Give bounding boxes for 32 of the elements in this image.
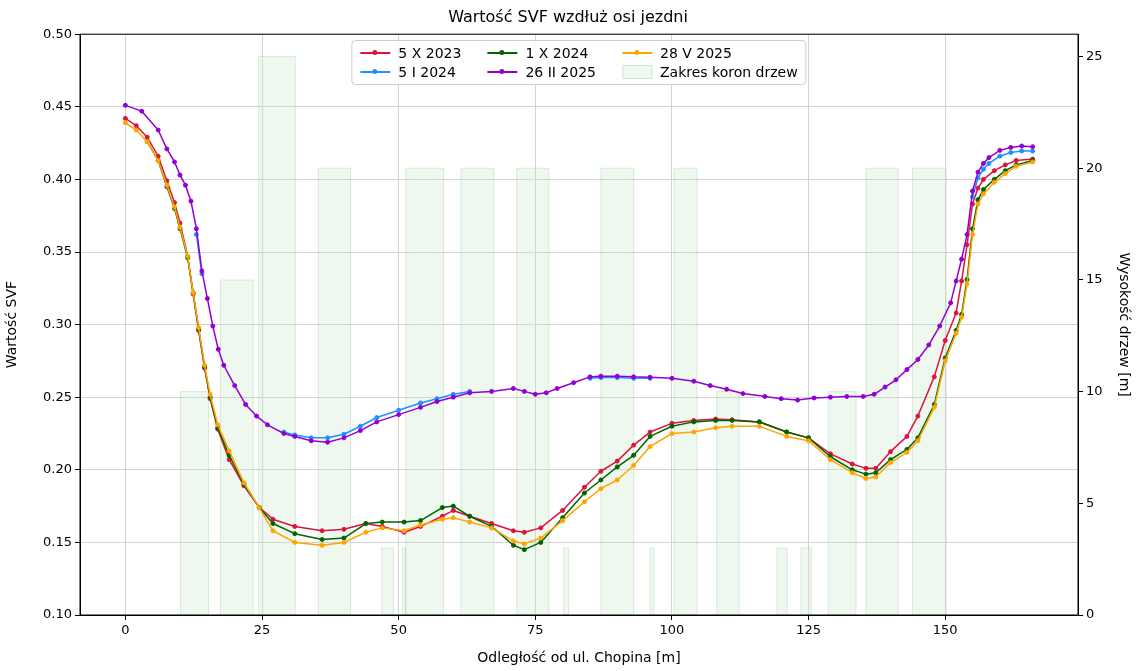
y2-tick-label: 5 <box>1086 494 1095 510</box>
x-tick-label: 0 <box>121 622 130 638</box>
y-tick-label: 0.50 <box>43 25 72 41</box>
y-tick-label: 0.45 <box>43 98 72 114</box>
y2-tick-label: 15 <box>1086 271 1103 287</box>
y2-axis-title: Wysokość drzew [m] <box>1116 252 1133 397</box>
y2-tick-label: 20 <box>1086 159 1103 175</box>
legend-label: 26 II 2025 <box>525 64 596 80</box>
legend-label: 5 X 2023 <box>398 45 462 61</box>
legend-label: Zakres koron drzew <box>659 64 798 80</box>
legend-label: 1 X 2024 <box>525 45 589 61</box>
x-tick-label: 50 <box>390 622 407 638</box>
y-tick-label: 0.40 <box>43 170 72 186</box>
y2-tick-label: 25 <box>1086 47 1103 63</box>
y2-tick-label: 10 <box>1086 382 1103 398</box>
y-tick-label: 0.35 <box>43 243 72 259</box>
x-tick-label: 125 <box>796 622 821 638</box>
x-tick-label: 75 <box>527 622 544 638</box>
y-tick-label: 0.30 <box>43 315 72 331</box>
x-tick-label: 150 <box>932 622 958 638</box>
y-axis-title: Wartość SVF <box>3 280 20 369</box>
y-tick-label: 0.25 <box>43 388 72 404</box>
y-tick-label: 0.15 <box>43 533 72 549</box>
x-axis-title: Odległość od ul. Chopina [m] <box>477 649 681 666</box>
y-tick-label: 0.10 <box>43 606 72 622</box>
legend-label: 5 I 2024 <box>398 64 456 80</box>
x-tick-label: 100 <box>659 622 685 638</box>
y-tick-label: 0.20 <box>43 461 72 477</box>
chart-title: Wartość SVF wzdłuż osi jezdni <box>448 6 688 26</box>
y2-tick-label: 0 <box>1086 606 1095 622</box>
x-tick-label: 25 <box>253 622 271 638</box>
legend-label: 28 V 2025 <box>659 45 732 61</box>
